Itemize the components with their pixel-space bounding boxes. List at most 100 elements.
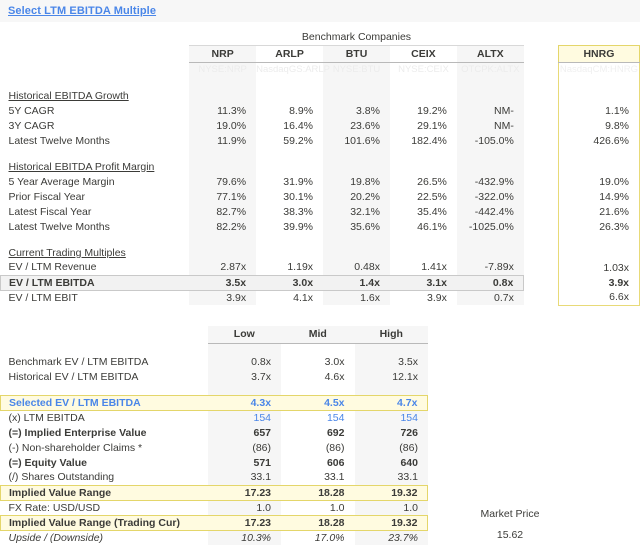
cell-value: (86) [207, 440, 282, 455]
cell-value: 4.6x [324, 370, 345, 383]
cell-value: 12.1x [354, 369, 428, 384]
cell-value: 32.1% [323, 204, 390, 219]
column-header-ceix[interactable]: CEIX [389, 44, 457, 63]
cell-value: 0.8x [456, 274, 525, 291]
spacer-cell [428, 410, 640, 425]
cell-value: 18.28 [281, 514, 355, 531]
cell-value: 1.4x [323, 274, 390, 291]
spacer-cell [524, 133, 558, 148]
cell-value: 182.4% [411, 134, 447, 147]
cell-value: 154 [207, 410, 282, 425]
spacer-cell [390, 88, 457, 103]
cell-value: 726 [354, 425, 428, 440]
spacer-cell [524, 290, 558, 305]
spacer-cell [524, 189, 558, 204]
cell-value: 19.0% [189, 118, 257, 133]
cell-value: 3.7x [207, 369, 282, 384]
cell-value: 35.6% [323, 219, 390, 234]
spacer-cell [428, 485, 640, 500]
section-heading: Current Trading Multiples [1, 245, 190, 260]
spacer-cell [428, 354, 640, 369]
cell-value: 79.6% [189, 174, 257, 189]
table-row: (=) Implied Enterprise Value 657 692 726 [1, 425, 640, 440]
cell-value: -1025.0% [456, 219, 524, 234]
column-header-btu[interactable]: BTU [323, 44, 390, 63]
column-header-high[interactable]: High [354, 326, 428, 344]
spacer-cell [323, 159, 390, 174]
page-title[interactable]: Select LTM EBITDA Multiple [8, 5, 157, 17]
spacer-cell [189, 245, 257, 260]
spacer-cell [557, 234, 640, 245]
column-header-altx[interactable]: ALTX [456, 44, 524, 63]
spacer-cell [1, 148, 190, 159]
cell-value: 31.9% [283, 175, 314, 188]
cell-value: 3.0x [256, 274, 324, 291]
column-header-nrp[interactable]: NRP [189, 44, 257, 63]
cell-value: 8.9% [289, 104, 314, 117]
cell-value: 39.9% [283, 220, 314, 233]
cell-value: 3.9x [189, 290, 257, 305]
spacer-cell [524, 174, 558, 189]
spacer-cell [1, 384, 208, 395]
spacer-cell [390, 245, 457, 260]
ticker-nrp: NYSE:NRP [189, 62, 257, 77]
spacer-cell [1, 30, 190, 45]
cell-value: 606 [326, 456, 345, 469]
cell-value: 29.1% [417, 119, 447, 132]
cell-value: -432.9% [456, 174, 524, 189]
cell-value: 657 [207, 425, 282, 440]
spacer-row [1, 148, 640, 159]
spacer-cell [456, 77, 524, 88]
market-price-label: Market Price [480, 508, 540, 520]
spacer-cell [456, 159, 524, 174]
spacer-cell [1, 234, 190, 245]
cell-value: 3.1x [389, 274, 457, 291]
table-row: (x) LTM EBITDA 154 154 154 [1, 410, 640, 425]
section-heading-row: Current Trading Multiples [1, 245, 640, 260]
cell-value: (86) [354, 440, 428, 455]
cell-value-target: 3.9x [557, 275, 640, 290]
column-header-mid[interactable]: Mid [281, 326, 355, 344]
table-row: Latest Twelve Months 11.9% 59.2% 101.6% 182.… [1, 133, 640, 148]
cell-value: 4.5x [281, 394, 355, 411]
section-heading: Historical EBITDA Growth [1, 88, 190, 103]
spacer-cell [524, 103, 558, 118]
spacer-cell [456, 245, 524, 260]
table-row: Benchmark EV / LTM EBITDA 0.8x 3.0x 3.5x [1, 354, 640, 369]
table-row: (/) Shares Outstanding 33.1 33.1 33.1 [1, 470, 640, 485]
spacer-cell [524, 45, 558, 62]
column-header-low[interactable]: Low [207, 326, 282, 344]
cell-value: 1.0 [354, 500, 428, 515]
valuation-summary-table: Low Mid High Benchmark EV / LTM EBITDA 0.8x 3… [0, 326, 640, 545]
spacer-cell [189, 77, 257, 88]
spacer-cell [1, 77, 190, 88]
cell-value: 17.0% [314, 531, 345, 544]
spacer-cell [524, 260, 558, 275]
spacer-cell [557, 245, 640, 260]
spacer-cell [428, 440, 640, 455]
spacer-cell [354, 343, 428, 354]
cell-value-target: 19.0% [557, 174, 640, 189]
cell-value: 692 [326, 426, 345, 439]
spacer-cell [557, 88, 640, 103]
column-header-target-hnrg[interactable]: HNRG [557, 44, 640, 63]
spacer-cell [189, 148, 257, 159]
benchmark-ticker-row: NYSE:NRP NasdaqGS:ARLP NYSE:BTU NYSE:CEIX OT… [1, 62, 640, 77]
row-label: FX Rate: USD/USD [8, 501, 101, 514]
spacer-cell [428, 326, 640, 343]
spacer-row [1, 234, 640, 245]
spacer-cell [256, 148, 323, 159]
market-price-value[interactable]: 15.62 [496, 529, 524, 541]
cell-value: 154 [326, 411, 345, 424]
section-heading-row: Historical EBITDA Growth [1, 88, 640, 103]
row-label: 5Y CAGR [8, 104, 55, 117]
spacer-cell [189, 234, 257, 245]
cell-value: 640 [354, 455, 428, 470]
cell-value: 1.0 [207, 500, 282, 515]
spacer-cell [524, 159, 558, 174]
column-header-arlp[interactable]: ARLP [256, 44, 324, 63]
table-row: Selected EV / LTM EBITDA 4.3x 4.5x 4.7x [0, 394, 640, 411]
spacer-cell [1, 45, 190, 62]
spacer-cell [207, 343, 282, 354]
cell-value: 1.41x [421, 261, 447, 274]
